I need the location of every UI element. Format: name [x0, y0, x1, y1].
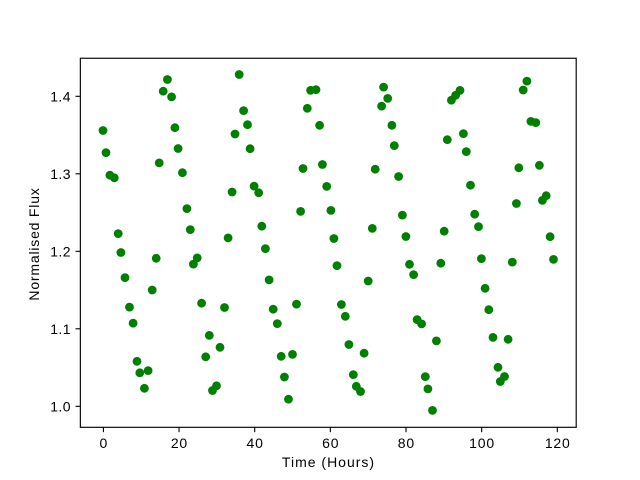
svg-text:100: 100 — [469, 435, 495, 451]
svg-text:80: 80 — [398, 435, 415, 451]
svg-text:1.0: 1.0 — [50, 399, 71, 415]
svg-text:1.3: 1.3 — [50, 166, 71, 182]
svg-text:60: 60 — [322, 435, 339, 451]
svg-text:1.1: 1.1 — [50, 321, 71, 337]
svg-text:1.4: 1.4 — [50, 89, 71, 105]
svg-text:20: 20 — [171, 435, 188, 451]
svg-text:1.2: 1.2 — [50, 244, 71, 260]
svg-text:40: 40 — [247, 435, 264, 451]
svg-text:0: 0 — [100, 435, 109, 451]
svg-text:Normalised Flux: Normalised Flux — [26, 187, 42, 300]
svg-text:Time (Hours): Time (Hours) — [282, 454, 375, 470]
svg-text:120: 120 — [545, 435, 571, 451]
